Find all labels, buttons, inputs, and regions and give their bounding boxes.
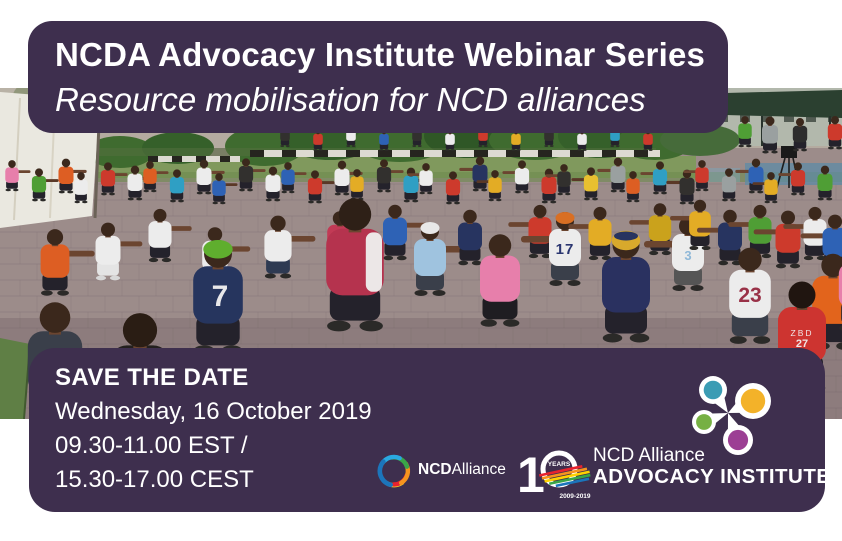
ncd-alliance-logo-text: NCDAlliance <box>418 461 506 479</box>
ten-years-range: 2009-2019 <box>559 493 590 500</box>
ncd-alliance-ring-icon <box>377 454 411 488</box>
grass-corner <box>0 338 30 419</box>
ncd-alliance-logo-bold: NCD <box>418 461 452 478</box>
jersey-17: 17 <box>556 241 575 258</box>
advocacy-institute-line2: ADVOCACY INSTITUTE <box>593 465 831 488</box>
advocacy-institute-logo-text: NCD Alliance ADVOCACY INSTITUTE <box>593 445 831 487</box>
jersey-23: 23 <box>738 284 761 307</box>
ncd-alliance-logo-regular: Alliance <box>451 461 506 478</box>
jersey-7: 7 <box>212 280 229 313</box>
jersey-numbers: 7 17 3 23 ZBD 27 <box>212 241 814 350</box>
petal-magenta <box>723 413 753 455</box>
jersey-zbd: ZBD <box>791 328 814 338</box>
advocacy-institute-line1: NCD Alliance <box>593 445 705 466</box>
jersey-27: 27 <box>796 338 808 350</box>
ten-years-label: YEARS <box>548 461 571 468</box>
advocacy-institute-flower-icon <box>692 376 771 455</box>
petal-teal <box>699 376 728 413</box>
footer-text: SAVE THE DATE Wednesday, 16 October 2019… <box>55 361 372 497</box>
page-subtitle: Resource mobilisation for NCD alliances <box>55 81 646 118</box>
event-time-est: 09.30-11.00 EST / <box>55 432 248 459</box>
save-the-date-label: SAVE THE DATE <box>55 364 249 391</box>
ten-years-anniversary-icon: 1 YEARS 2009-2019 <box>517 447 591 503</box>
ten-years-stripes <box>539 465 591 488</box>
event-date: Wednesday, 16 October 2019 <box>55 398 372 425</box>
kerb <box>148 150 660 162</box>
grass-strip <box>96 172 842 182</box>
footer-banner: SAVE THE DATE Wednesday, 16 October 2019… <box>29 348 830 512</box>
event-time-cest: 15.30-17.00 CEST <box>55 466 254 493</box>
petal-yellow <box>728 383 771 419</box>
header-banner: NCDA Advocacy Institute Webinar Series R… <box>28 21 728 133</box>
page-title: NCDA Advocacy Institute Webinar Series <box>55 36 706 73</box>
jersey-3: 3 <box>684 248 691 263</box>
petal-green <box>692 410 728 434</box>
